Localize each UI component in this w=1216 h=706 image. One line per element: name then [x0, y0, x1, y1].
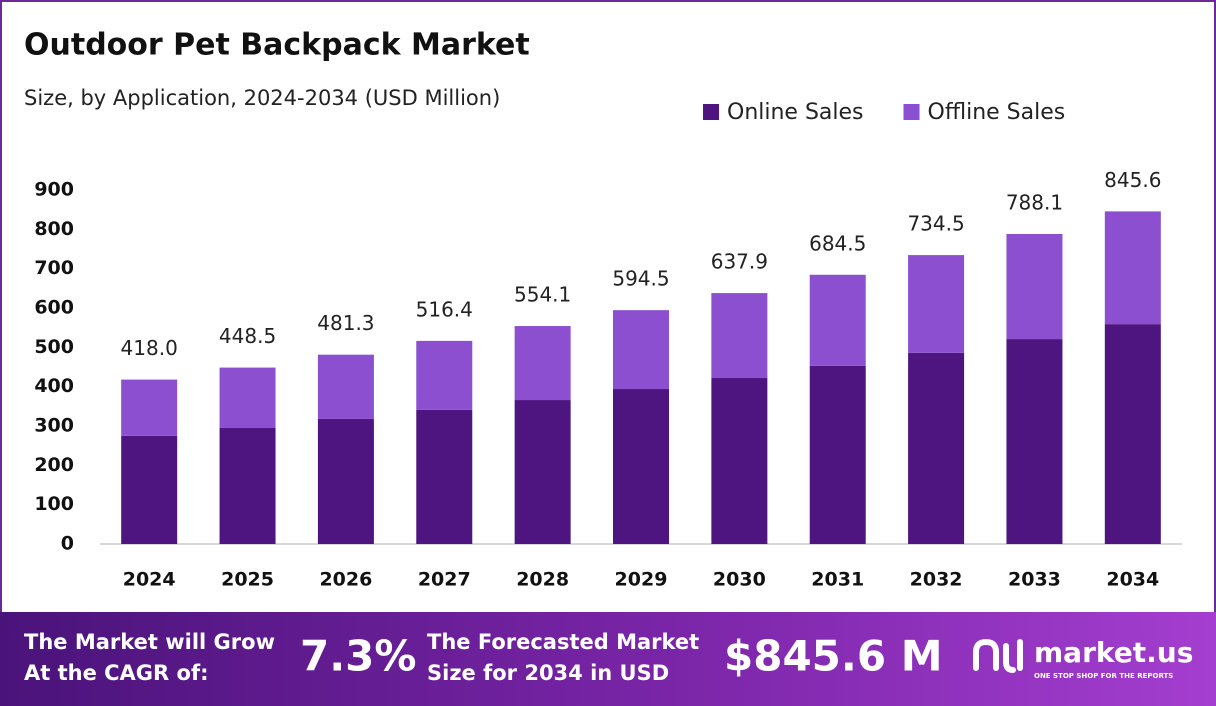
total-label: 554.1 [514, 283, 571, 307]
total-label: 788.1 [1006, 191, 1063, 215]
legend-swatch [903, 104, 920, 120]
y-tick-label: 300 [34, 415, 74, 437]
x-tick-label: 2028 [516, 569, 569, 591]
x-tick-label: 2029 [615, 569, 668, 591]
bar-segment [809, 274, 866, 366]
forecast-text: Size for 2034 in USD [427, 661, 669, 685]
bar-segment [1006, 339, 1063, 544]
legend-swatch [703, 104, 719, 120]
x-tick-label: 2024 [123, 569, 176, 591]
bar-segment [317, 354, 374, 419]
total-label: 637.9 [711, 250, 768, 274]
total-label: 448.5 [219, 324, 276, 348]
bar-segment [711, 378, 768, 544]
plot: 0 100 200 300 400 500 600 700 800 900 Online Sales… [34, 100, 1182, 591]
total-label: 684.5 [809, 231, 866, 255]
bar-segment [809, 365, 866, 544]
bar-segment [219, 367, 276, 428]
y-tick-label: 100 [34, 493, 74, 515]
forecast-value: $845.6 M [724, 632, 943, 681]
bar-segment [1104, 211, 1161, 325]
x-tick-label: 2033 [1008, 569, 1061, 591]
x-tick-label: 2031 [811, 569, 864, 591]
footer-banner [0, 612, 1216, 706]
x-tick-label: 2032 [910, 569, 963, 591]
bar-segment [908, 352, 965, 544]
cagr-value: 7.3% [300, 632, 416, 681]
y-tick-label: 800 [34, 218, 74, 240]
x-tick-label: 2025 [221, 569, 274, 591]
total-label: 594.5 [612, 267, 669, 291]
total-label: 516.4 [416, 297, 473, 321]
total-label: 418.0 [121, 336, 178, 360]
brand-logo [973, 638, 1023, 673]
y-tick-label: 700 [34, 257, 74, 279]
chart-title: Outdoor Pet Backpack Market [24, 28, 530, 63]
brand-tagline: ONE STOP SHOP FOR THE REPORTS [1034, 672, 1173, 680]
forecast-text: The Forecasted Market [427, 630, 699, 654]
bar-segment [416, 409, 473, 544]
total-label: 845.6 [1104, 168, 1161, 192]
y-tick-label: 600 [34, 297, 74, 319]
y-tick-label: 900 [34, 179, 74, 201]
bar-segment [514, 400, 571, 544]
x-tick-label: 2026 [319, 569, 372, 591]
bar-segment [514, 326, 571, 401]
cagr-text: The Market will Grow [24, 630, 275, 654]
y-tick-label: 400 [34, 375, 74, 397]
bar-segment [613, 310, 669, 390]
total-label: 481.3 [317, 311, 374, 335]
bar-segment [1006, 234, 1063, 340]
y-tick-label: 0 [61, 533, 74, 555]
bar-segment [908, 255, 965, 353]
y-tick-label: 500 [34, 336, 74, 358]
bar-segment [317, 418, 374, 544]
bar-segment [219, 427, 276, 544]
bar-segment [121, 379, 178, 436]
x-tick-label: 2030 [713, 569, 766, 591]
brand-name: market.us [1034, 636, 1193, 669]
x-tick-label: 2027 [418, 569, 471, 591]
bar-segment [1104, 324, 1161, 544]
bar-segment [416, 340, 473, 410]
cagr-text: At the CAGR of: [24, 661, 209, 685]
x-tick-label: 2034 [1106, 569, 1159, 591]
total-label: 734.5 [907, 212, 964, 236]
y-tick-label: 200 [34, 454, 74, 476]
chart-subtitle: Size, by Application, 2024-2034 (USD Mil… [24, 86, 500, 110]
legend-label: Online Sales [727, 100, 864, 125]
bar-segment [121, 435, 178, 544]
legend-label: Offline Sales [928, 100, 1066, 125]
bar-segment [613, 389, 669, 544]
bar-segment [711, 293, 768, 379]
